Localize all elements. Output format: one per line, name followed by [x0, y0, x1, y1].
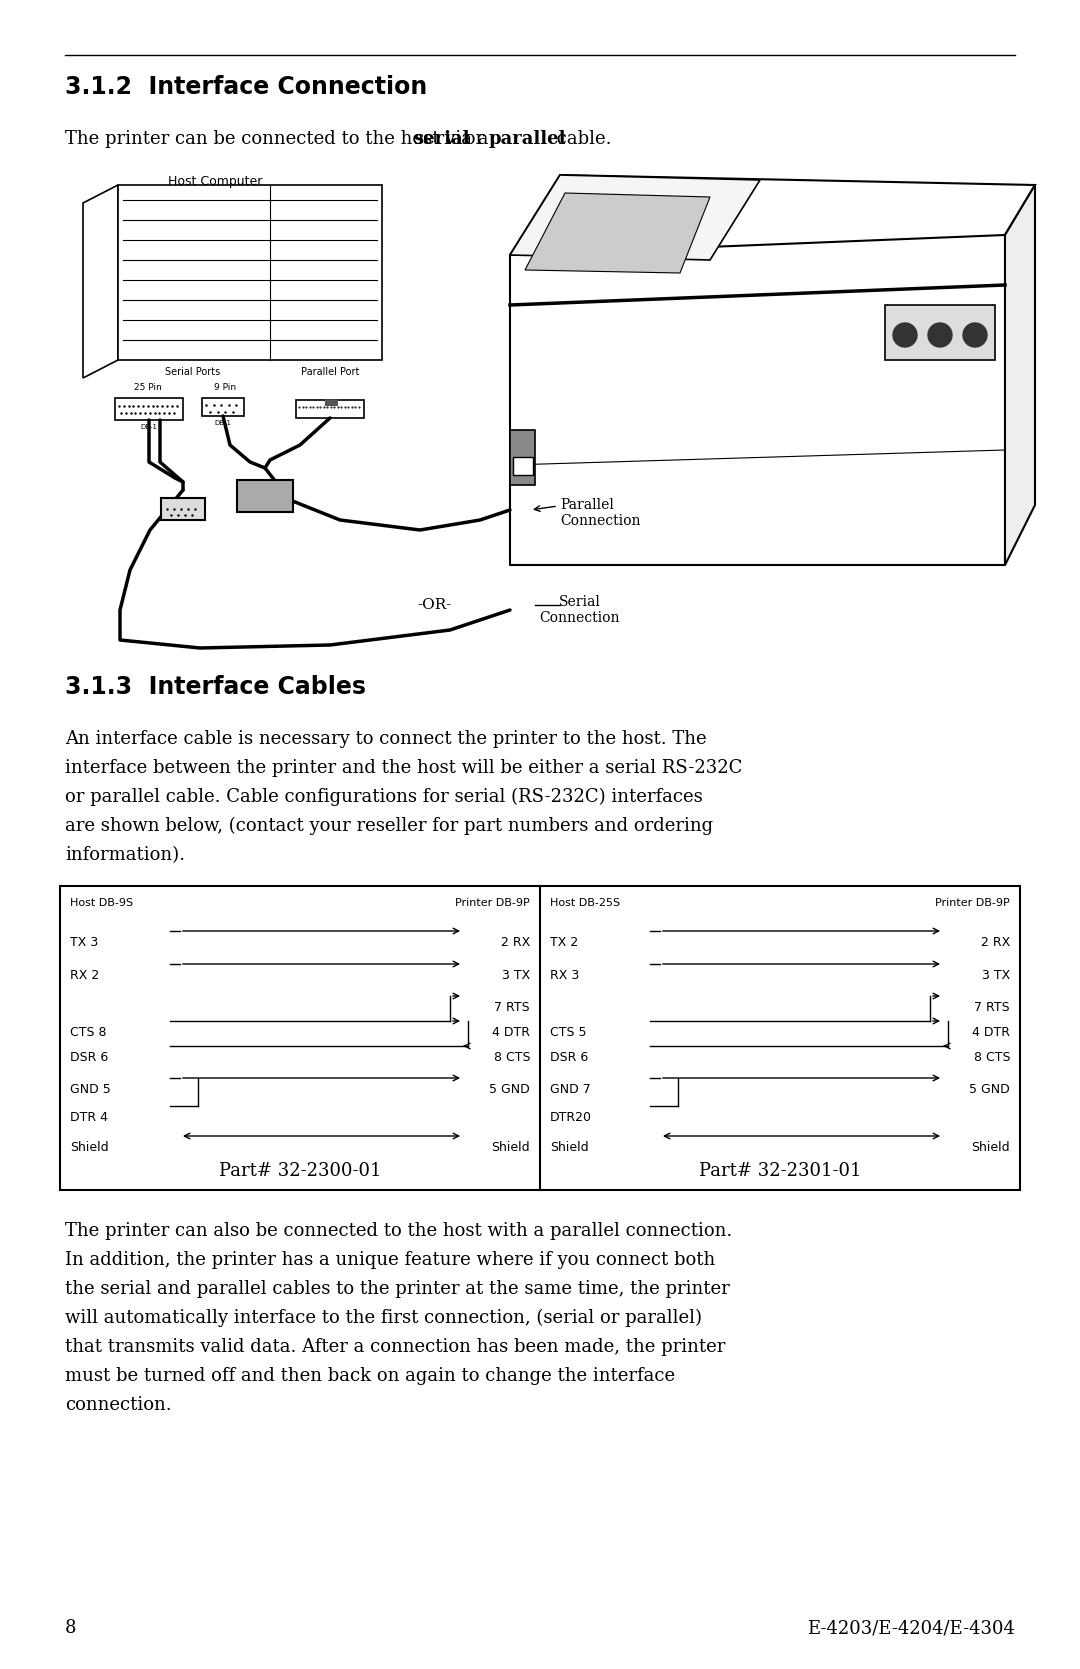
Polygon shape [510, 175, 760, 260]
Text: DB-1: DB-1 [215, 421, 231, 426]
Bar [885, 305, 995, 361]
Text: DTR 4: DTR 4 [70, 1112, 108, 1123]
Bar [237, 481, 293, 512]
Text: or parallel cable. Cable configurations for serial (RS-232C) interfaces: or parallel cable. Cable configurations … [65, 788, 703, 806]
Circle shape [893, 324, 917, 347]
Text: 4 DTR: 4 DTR [492, 1026, 530, 1040]
Bar [114, 397, 183, 421]
Text: will automatically interface to the first connection, (serial or parallel): will automatically interface to the firs… [65, 1308, 702, 1327]
Text: DTR20: DTR20 [550, 1112, 592, 1123]
Text: CTS 8: CTS 8 [70, 1026, 107, 1040]
Text: interface between the printer and the host will be either a serial RS-232C: interface between the printer and the ho… [65, 759, 742, 778]
Text: 2 RX: 2 RX [501, 936, 530, 950]
Text: Connection: Connection [561, 514, 640, 527]
Text: TX 2: TX 2 [550, 936, 578, 950]
Text: 8: 8 [65, 1619, 77, 1637]
Text: Serial: Serial [559, 596, 600, 609]
Text: Shield: Shield [971, 1142, 1010, 1153]
Polygon shape [83, 185, 118, 377]
Text: Printer DB-9P: Printer DB-9P [935, 898, 1010, 908]
Text: 3 TX: 3 TX [982, 970, 1010, 981]
Text: 7 RTS: 7 RTS [495, 1001, 530, 1015]
Text: 9 Pin: 9 Pin [214, 382, 237, 392]
Text: or: or [459, 130, 490, 149]
Text: ▃: ▃ [324, 387, 336, 406]
Text: serial: serial [413, 130, 470, 149]
Text: 25 Pin: 25 Pin [134, 382, 162, 392]
Bar [510, 431, 535, 486]
Text: CTS 5: CTS 5 [550, 1026, 586, 1040]
Text: cable.: cable. [551, 130, 611, 149]
Bar [513, 457, 534, 476]
Text: E-4203/E-4204/E-4304: E-4203/E-4204/E-4304 [807, 1619, 1015, 1637]
Text: 3.1.2  Interface Connection: 3.1.2 Interface Connection [65, 75, 428, 98]
Text: RX 3: RX 3 [550, 970, 579, 981]
Text: 5 GND: 5 GND [969, 1083, 1010, 1097]
Text: Serial Ports: Serial Ports [165, 367, 220, 377]
Text: Printer DB-9P: Printer DB-9P [456, 898, 530, 908]
Bar [161, 497, 205, 521]
Polygon shape [510, 175, 1035, 255]
Text: The printer can also be connected to the host with a parallel connection.: The printer can also be connected to the… [65, 1222, 732, 1240]
Text: Host DB-9S: Host DB-9S [70, 898, 133, 908]
Text: are shown below, (contact your reseller for part numbers and ordering: are shown below, (contact your reseller … [65, 818, 713, 834]
Text: must be turned off and then back on again to change the interface: must be turned off and then back on agai… [65, 1367, 675, 1385]
Text: RX 2: RX 2 [70, 970, 99, 981]
Text: Shield: Shield [70, 1142, 109, 1153]
Polygon shape [525, 194, 710, 274]
Text: Shield: Shield [491, 1142, 530, 1153]
Text: TX 3: TX 3 [70, 936, 98, 950]
Text: 8 CTS: 8 CTS [494, 1051, 530, 1065]
Text: Part# 32-2301-01: Part# 32-2301-01 [699, 1162, 861, 1180]
Text: 5 GND: 5 GND [489, 1083, 530, 1097]
Text: DB-1: DB-1 [140, 424, 158, 431]
Text: GND 7: GND 7 [550, 1083, 591, 1097]
Text: 4 DTR: 4 DTR [972, 1026, 1010, 1040]
Circle shape [963, 324, 987, 347]
Text: Parallel: Parallel [561, 497, 613, 512]
Text: 3 TX: 3 TX [502, 970, 530, 981]
Text: GND 5: GND 5 [70, 1083, 111, 1097]
Text: 3.1.3  Interface Cables: 3.1.3 Interface Cables [65, 674, 366, 699]
Text: 8 CTS: 8 CTS [973, 1051, 1010, 1065]
Bar [296, 401, 364, 417]
Text: DSR 6: DSR 6 [70, 1051, 108, 1065]
Text: parallel: parallel [489, 130, 567, 149]
Text: connection.: connection. [65, 1395, 172, 1414]
Text: the serial and parallel cables to the printer at the same time, the printer: the serial and parallel cables to the pr… [65, 1280, 730, 1298]
Bar [60, 886, 1020, 1190]
Text: The printer can be connected to the host via a: The printer can be connected to the host… [65, 130, 495, 149]
Text: 2 RX: 2 RX [981, 936, 1010, 950]
Text: -OR-: -OR- [418, 598, 453, 613]
Text: An interface cable is necessary to connect the printer to the host. The: An interface cable is necessary to conne… [65, 729, 706, 748]
Polygon shape [1005, 185, 1035, 566]
Text: Part# 32-2300-01: Part# 32-2300-01 [219, 1162, 381, 1180]
Text: Host DB-25S: Host DB-25S [550, 898, 620, 908]
Text: Host Computer: Host Computer [167, 175, 262, 189]
Bar [118, 185, 382, 361]
Text: that transmits valid data. After a connection has been made, the printer: that transmits valid data. After a conne… [65, 1339, 726, 1355]
Text: 7 RTS: 7 RTS [974, 1001, 1010, 1015]
Text: Parallel Port: Parallel Port [301, 367, 360, 377]
Text: In addition, the printer has a unique feature where if you connect both: In addition, the printer has a unique fe… [65, 1252, 715, 1268]
Bar [202, 397, 244, 416]
Circle shape [928, 324, 951, 347]
Text: Connection: Connection [540, 611, 620, 624]
Text: information).: information). [65, 846, 185, 865]
Text: Shield: Shield [550, 1142, 589, 1153]
Text: DSR 6: DSR 6 [550, 1051, 589, 1065]
